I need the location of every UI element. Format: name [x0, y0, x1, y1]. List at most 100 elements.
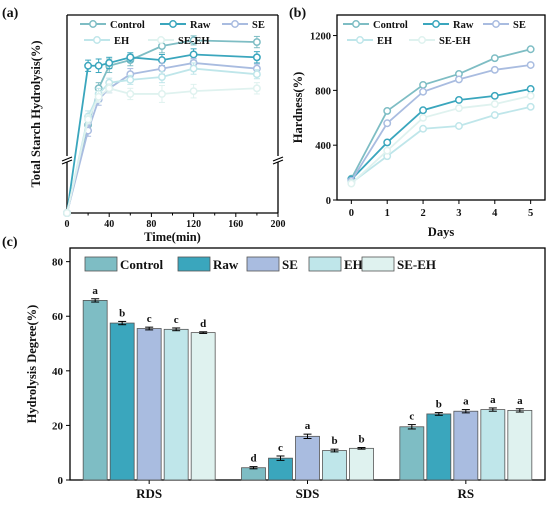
- panel-a-legend-label-3: EH: [114, 36, 129, 47]
- panel-a-legend-label-0: Control: [110, 20, 145, 31]
- panel-c-category-label-0: RDS: [136, 486, 162, 501]
- panel-b-point: [419, 87, 428, 96]
- panel-c-legend-swatch-0: [84, 256, 118, 272]
- panel-b-legend-marker-3: [356, 36, 364, 44]
- panel-b-point: [526, 45, 535, 54]
- panel-b-y-tick-label-0: 0: [326, 196, 331, 207]
- panel-b-x-tick-label-3: 3: [456, 208, 461, 219]
- panel-b-legend-label-2: SE: [513, 20, 526, 31]
- panel-c-significance-letter: a: [305, 420, 311, 432]
- panel-a-point: [189, 64, 198, 73]
- panel-b-x-tick-label-2: 2: [420, 208, 425, 219]
- panel-c-legend-label-4: SE-EH: [397, 257, 436, 272]
- panel-b-point: [383, 106, 392, 115]
- panel-c-legend-label-1: Raw: [213, 257, 239, 272]
- panel-c-significance-letter: b: [358, 434, 364, 446]
- panel-b-point: [454, 75, 463, 84]
- panel-b-legend-label-0: Control: [373, 20, 408, 31]
- panel-a-letter: (a): [2, 6, 19, 21]
- panel-a-x-tick-label-2: 40: [104, 219, 114, 230]
- panel-b-frame: [336, 14, 546, 201]
- panel-a-break-mark-0-1: [61, 156, 73, 162]
- panel-b-point: [419, 106, 428, 115]
- panel-c-y-tick-label-4: 80: [52, 257, 64, 269]
- panel-a-x-tick-label-8: 160: [228, 219, 243, 230]
- panel-c-significance-letter: a: [490, 394, 496, 406]
- panel-a-legend-marker-1: [169, 20, 177, 28]
- panel-c-bar: [453, 410, 479, 481]
- panel-a-break-mark-1-1: [272, 156, 284, 162]
- panel-b-y-tick-label-1: 400: [315, 141, 331, 152]
- panel-a-y-axis-label: Total Starch Hydrolysis(%): [29, 40, 43, 187]
- panel-c-significance-letter: c: [174, 314, 179, 326]
- panel-b-series-line-2: [350, 64, 531, 182]
- panel-b-point: [454, 122, 463, 130]
- panel-c-category-label-2: RS: [458, 486, 475, 501]
- panel-a-series-line-3: [66, 67, 257, 214]
- panel-b-x-axis-label: Days: [428, 225, 455, 239]
- panel-a-point: [105, 58, 114, 67]
- panel-c-significance-letter: b: [119, 307, 125, 319]
- panel-b-point: [490, 100, 499, 109]
- panel-a-point: [158, 73, 166, 81]
- panel-c-significance-letter: c: [278, 442, 283, 454]
- panel-c-significance-letter: a: [92, 285, 98, 297]
- panel-b-point: [526, 85, 535, 93]
- panel-b-legend-marker-4: [418, 36, 426, 44]
- panel-c-bar: [163, 328, 189, 481]
- panel-a-point: [189, 87, 198, 96]
- panel-a-point: [105, 84, 114, 93]
- panel-c-significance-letter: b: [331, 435, 337, 447]
- panel-c-legend-label-0: Control: [120, 257, 163, 272]
- panel-a-legend-marker-3: [93, 36, 101, 44]
- panel-b-series-line-3: [350, 105, 531, 184]
- panel-a-point: [63, 209, 71, 217]
- panel-b-x-tick-label-1: 1: [385, 208, 390, 219]
- panel-b-legend-marker-0: [352, 20, 360, 28]
- panel-a-break-mark-1-2: [272, 159, 284, 165]
- panel-c-y-axis-label: Hydrolysis Degree(%): [25, 305, 39, 424]
- panel-a-point: [94, 61, 103, 70]
- panel-c-significance-letter: a: [463, 396, 469, 408]
- panel-a-point: [252, 38, 261, 47]
- panel-c-legend-swatch-1: [177, 256, 211, 272]
- panel-c-bar: [349, 447, 374, 481]
- panel-b-point: [490, 65, 499, 74]
- panel-a-point: [126, 75, 135, 84]
- panel-a-legend-marker-2: [231, 20, 239, 28]
- panel-c-bar: [322, 450, 347, 481]
- panel-c-legend-label-3: EH: [344, 257, 363, 272]
- panel-a-point: [84, 61, 93, 70]
- panel-a-point: [252, 53, 261, 62]
- panel-b-y-axis-label: Hardness(%): [291, 72, 305, 144]
- panel-c-hydrolysis-degree-chart: 0 20 40 60 80 Hydrolysis Degree(%) (c) RDS a b c c d…: [2, 235, 546, 501]
- panel-c-bar: [507, 409, 533, 481]
- panel-c-significance-letter: c: [409, 411, 414, 423]
- panel-b-legend-marker-1: [432, 20, 440, 28]
- panel-c-legend-swatch-2: [246, 256, 280, 272]
- panel-a-time-hydrolysis-chart: 0 40 80 120 160 200 Time(min) Total Starch Hydr…: [2, 6, 286, 244]
- panel-b-point: [419, 124, 428, 133]
- panel-b-point: [383, 146, 392, 155]
- panel-c-bar: [268, 457, 293, 481]
- panel-a-legend-marker-0: [89, 20, 97, 28]
- panel-b-point: [383, 138, 392, 147]
- panel-b-legend-marker-2: [492, 20, 500, 28]
- panel-a-legend-label-4: SE-EH: [178, 36, 210, 47]
- panel-a-point: [158, 90, 166, 98]
- panel-a-legend-label-1: Raw: [190, 20, 211, 31]
- panel-a-series-line-4: [66, 87, 257, 214]
- panel-c-legend-swatch-3: [308, 256, 342, 272]
- panel-c-bar: [109, 322, 135, 481]
- panel-c-bar: [426, 413, 452, 481]
- panel-b-point: [347, 179, 356, 188]
- panel-a-break-mark-0-2: [61, 159, 73, 165]
- panel-c-bar: [399, 426, 425, 481]
- panel-a-legend-label-2: SE: [252, 20, 265, 31]
- panel-c-bar: [241, 467, 266, 481]
- panel-c-bar: [82, 300, 108, 481]
- panel-b-point: [490, 54, 499, 63]
- panel-c-bar: [295, 435, 320, 481]
- panel-b-point: [419, 113, 428, 122]
